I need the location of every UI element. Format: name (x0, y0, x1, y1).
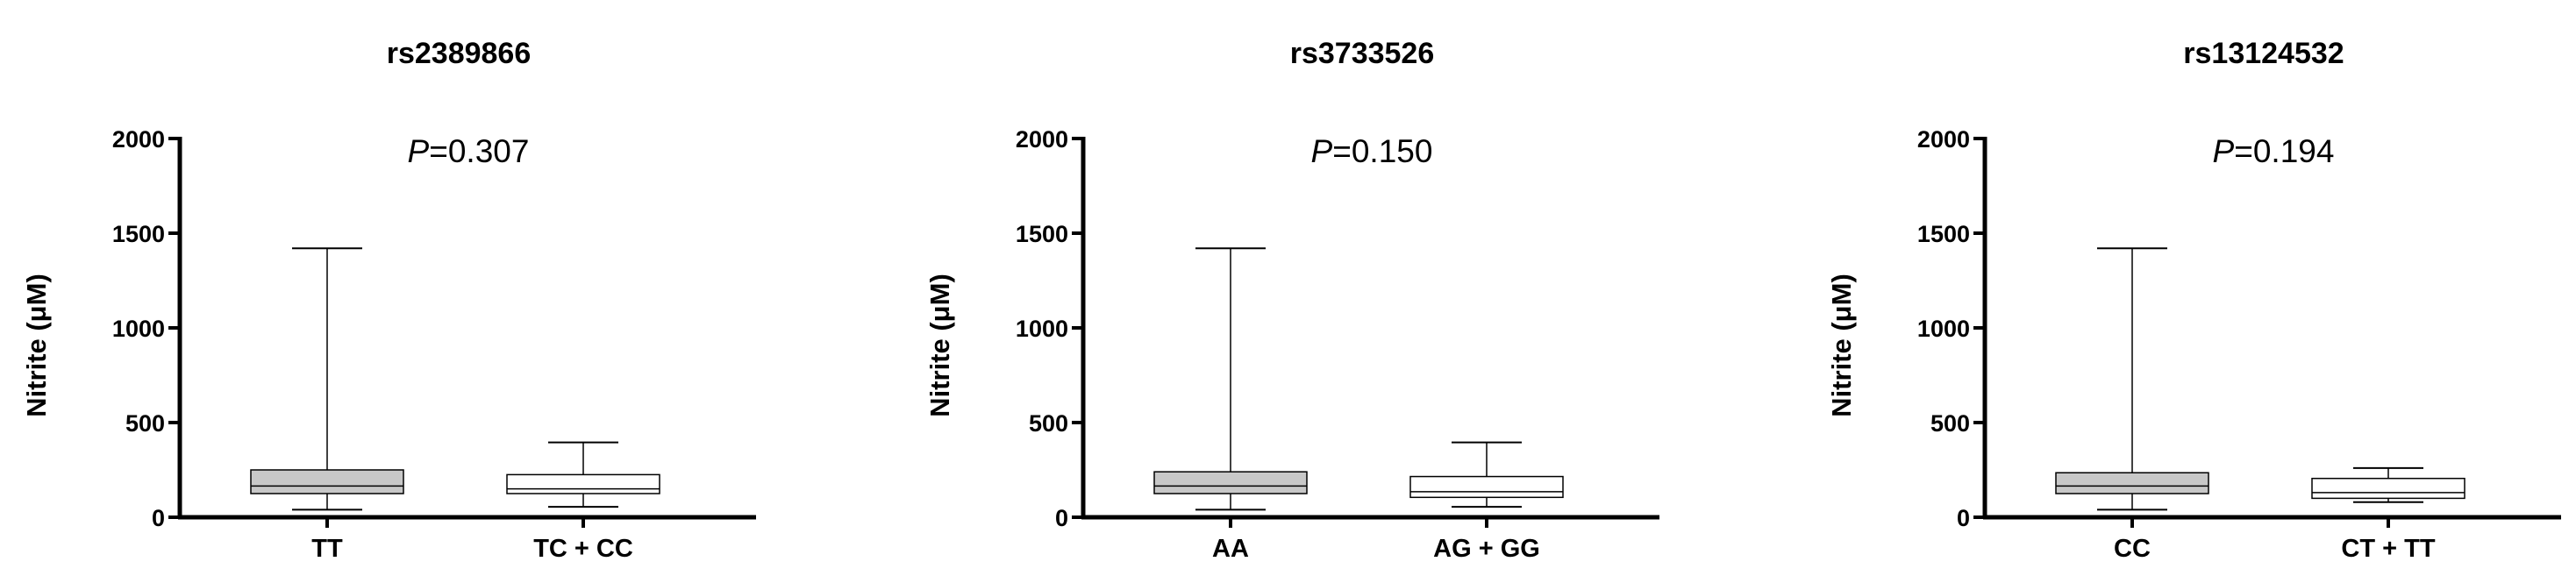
chart-panel-2: rs3733526 P=0.150 Nitrite (μM) 0 500 1000 1500… (924, 37, 1659, 563)
chart-panel-3: rs13124532 P=0.194 Nitrite (μM) 0 500 1000 150… (1826, 37, 2561, 563)
y-tick-label: 1500 (1016, 221, 1068, 247)
chart-panel-1: rs2389866 P=0.307 Nitrite (μM) 0 500 1000 1500… (21, 37, 756, 563)
chart-title: rs13124532 (2183, 37, 2344, 70)
y-tick-label: 1000 (112, 316, 165, 342)
p-value-annotation: P=0.194 (2213, 133, 2335, 169)
y-tick-label: 0 (1957, 505, 1970, 531)
y-tick-label: 2000 (112, 126, 165, 153)
p-value-annotation: P=0.307 (408, 133, 530, 169)
box-iqr (2055, 472, 2209, 494)
y-tick-label: 500 (125, 410, 165, 437)
box-1: AA (1153, 247, 1308, 563)
box-iqr (506, 473, 660, 494)
y-tick-label: 1500 (112, 221, 165, 247)
y-tick-label: 2000 (1917, 126, 1970, 153)
y-tick-label: 0 (152, 505, 165, 531)
y-tick-label: 500 (1930, 410, 1970, 437)
x-tick-label: CT + TT (2341, 535, 2435, 563)
x-tick-label: CC (2114, 535, 2151, 563)
box-iqr (1409, 475, 1564, 499)
box-iqr (250, 469, 404, 494)
y-tick-label: 1000 (1917, 316, 1970, 342)
box-1: TT (250, 247, 404, 563)
y-tick-label: 1000 (1016, 316, 1068, 342)
y-axis-label: Nitrite (μM) (1826, 274, 1857, 417)
y-axis-label: Nitrite (μM) (21, 274, 52, 417)
box-2: CT + TT (2311, 466, 2465, 563)
x-tick-label: AG + GG (1433, 535, 1540, 563)
p-value-annotation: P=0.150 (1311, 133, 1433, 169)
chart-title: rs2389866 (387, 37, 532, 70)
x-tick-label: AA (1212, 535, 1249, 563)
y-tick-label: 2000 (1016, 126, 1068, 153)
chart-title: rs3733526 (1290, 37, 1435, 70)
x-tick-label: TT (311, 535, 343, 563)
box-2: TC + CC (506, 441, 660, 563)
box-iqr (1153, 471, 1308, 494)
y-tick-label: 500 (1029, 410, 1068, 437)
x-tick-label: TC + CC (533, 535, 633, 563)
box-iqr (2311, 477, 2465, 500)
box-1: CC (2055, 247, 2209, 563)
y-axis-label: Nitrite (μM) (924, 274, 955, 417)
y-tick-label: 0 (1055, 505, 1068, 531)
box-2: AG + GG (1409, 441, 1564, 563)
y-tick-label: 1500 (1917, 221, 1970, 247)
